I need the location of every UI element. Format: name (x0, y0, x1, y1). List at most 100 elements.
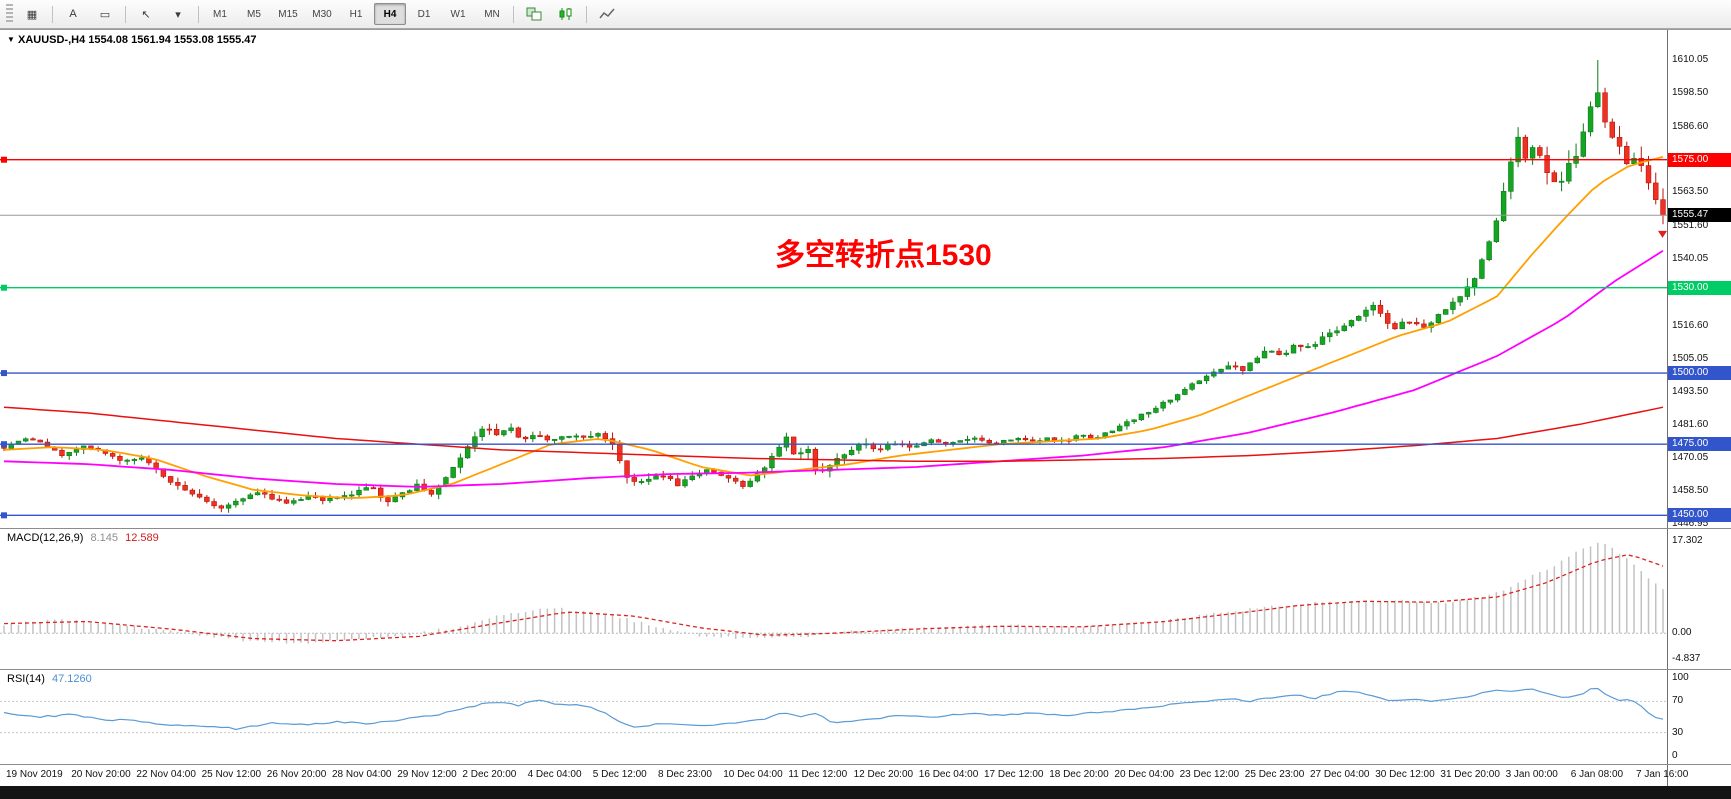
candle-body (493, 428, 500, 436)
candle-body (1356, 316, 1362, 321)
candle-body (885, 444, 891, 450)
candle-body (790, 436, 797, 455)
time-label: 28 Nov 04:00 (332, 769, 392, 780)
time-label: 20 Dec 04:00 (1114, 769, 1174, 780)
candle-body (1080, 434, 1087, 437)
time-label: 4 Dec 04:00 (527, 769, 582, 780)
candle-body (588, 435, 594, 438)
price-axis[interactable]: 1610.051598.501586.601575.051563.501551.… (1667, 30, 1731, 529)
timeframe-h1-button[interactable]: H1 (349, 8, 363, 20)
timeframe-w1-button[interactable]: W1 (450, 8, 466, 20)
candle-body (986, 440, 992, 444)
candle-body (653, 475, 659, 480)
timeframe-m30-button[interactable]: M30 (312, 8, 332, 20)
candle-body (1508, 161, 1514, 192)
time-label: 27 Dec 04:00 (1310, 769, 1370, 780)
price-badge-1575.00: 1575.00 (1668, 152, 1731, 167)
candle-body (1529, 147, 1536, 159)
candle-body (363, 487, 369, 491)
chart-annotation-text[interactable]: 多空转折点1530 (775, 239, 992, 272)
candle-body (1587, 106, 1594, 133)
hline-handle[interactable] (1, 512, 7, 519)
tile-windows-icon[interactable] (519, 3, 549, 25)
candle-body (1138, 413, 1145, 421)
price-chart-canvas[interactable] (0, 30, 1667, 528)
price-badge-1450.00: 1450.00 (1668, 508, 1731, 523)
rsi-label: RSI(14) 47.1260 (7, 673, 92, 685)
candle-body (1457, 296, 1463, 303)
candle-body (530, 435, 536, 440)
rsi-axis[interactable]: 100 70 30 0 (1667, 670, 1731, 764)
time-label: 2 Dec 20:00 (462, 769, 517, 780)
time-label: 19 Nov 2019 (6, 769, 63, 780)
timeframe-m1-button[interactable]: M1 (213, 8, 227, 20)
candle-body (1022, 437, 1029, 441)
candle-body (1493, 220, 1500, 243)
candle-body (1442, 309, 1449, 315)
candle-body (1276, 350, 1282, 355)
timeframe-m5-button[interactable]: M5 (247, 8, 261, 20)
macd-axis[interactable]: 17.302 0.00 -4.837 (1667, 529, 1731, 669)
candle-body (776, 446, 782, 457)
candle-body (1341, 325, 1347, 332)
time-label: 22 Nov 04:00 (136, 769, 196, 780)
timeframe-m15-button[interactable]: M15 (278, 8, 298, 20)
rsi-canvas[interactable] (0, 670, 1667, 764)
axis-label: 0.00 (1672, 627, 1692, 639)
candle-body (196, 493, 203, 498)
annotation-a-button[interactable]: A (69, 8, 77, 20)
candle-body (1116, 425, 1123, 432)
candle-body (559, 436, 565, 440)
macd-name: MACD(12,26,9) (7, 532, 84, 544)
hline-handle[interactable] (1, 156, 7, 163)
hline-handle[interactable] (1, 441, 7, 448)
candle-body (1015, 437, 1021, 441)
ohlc-values: 1554.08 1561.94 1553.08 1555.47 (88, 34, 257, 46)
time-axis[interactable]: 19 Nov 2019 20 Nov 20:00 22 Nov 04:00 25 No… (0, 765, 1731, 786)
toolbar-gripper[interactable] (6, 4, 13, 24)
candle-body (573, 435, 580, 438)
symbol-info: ▼ XAUUSD-,H4 1554.08 1561.94 1553.08 155… (7, 34, 257, 46)
hline-handle[interactable] (1, 284, 7, 291)
candle-body (327, 498, 333, 501)
candle-body (1044, 437, 1050, 441)
candle-body (66, 452, 72, 457)
candle-body (1261, 350, 1268, 359)
timeframe-d1-button[interactable]: D1 (417, 8, 431, 20)
candle-body (841, 454, 848, 459)
axis-label: 1493.50 (1672, 385, 1709, 397)
chart-collapse-icon[interactable]: ▼ (7, 35, 15, 44)
macd-pane: 17.302 0.00 -4.837 MACD(12,26,9) 8.145 12.… (0, 529, 1731, 670)
toolbar: ▦ A ▭ ↖ ▾ M1 M5 M15 M30 H1 H4 D1 W1 MN (0, 0, 1731, 29)
candle-body (472, 436, 478, 447)
horizontal-scrollbar[interactable] (0, 786, 1731, 799)
cursor-dropdown-caret[interactable]: ▾ (175, 8, 181, 21)
candle-body (732, 477, 739, 482)
macd-canvas[interactable] (0, 529, 1667, 669)
text-frame-icon[interactable]: ▭ (99, 8, 111, 21)
dots-grid-icon[interactable]: ▦ (26, 8, 38, 21)
axis-label: 1586.60 (1672, 120, 1709, 132)
auto-scroll-icon[interactable] (592, 3, 622, 25)
ma-slow-red (3, 406, 1664, 463)
candle-body (602, 433, 608, 439)
candles-chart-icon[interactable] (551, 3, 581, 25)
candle-body (479, 428, 485, 438)
price-badge-1530.00: 1530.00 (1668, 280, 1731, 295)
candle-body (805, 448, 811, 454)
cursor-icon[interactable]: ↖ (141, 8, 151, 21)
candle-body (682, 479, 688, 487)
candle-body (566, 435, 572, 438)
candle-body (1645, 165, 1652, 184)
axis-label: 1551.60 (1672, 220, 1709, 232)
candle-body (1051, 437, 1058, 441)
hline-handle[interactable] (1, 370, 7, 377)
axis-corner (1667, 765, 1731, 786)
candle-body (1602, 92, 1608, 123)
candle-body (1174, 394, 1181, 401)
timeframe-h4-button[interactable]: H4 (374, 3, 406, 25)
candle-body (617, 443, 623, 462)
candle-body (1145, 412, 1152, 415)
candle-body (1377, 304, 1384, 314)
timeframe-mn-button[interactable]: MN (484, 8, 500, 20)
